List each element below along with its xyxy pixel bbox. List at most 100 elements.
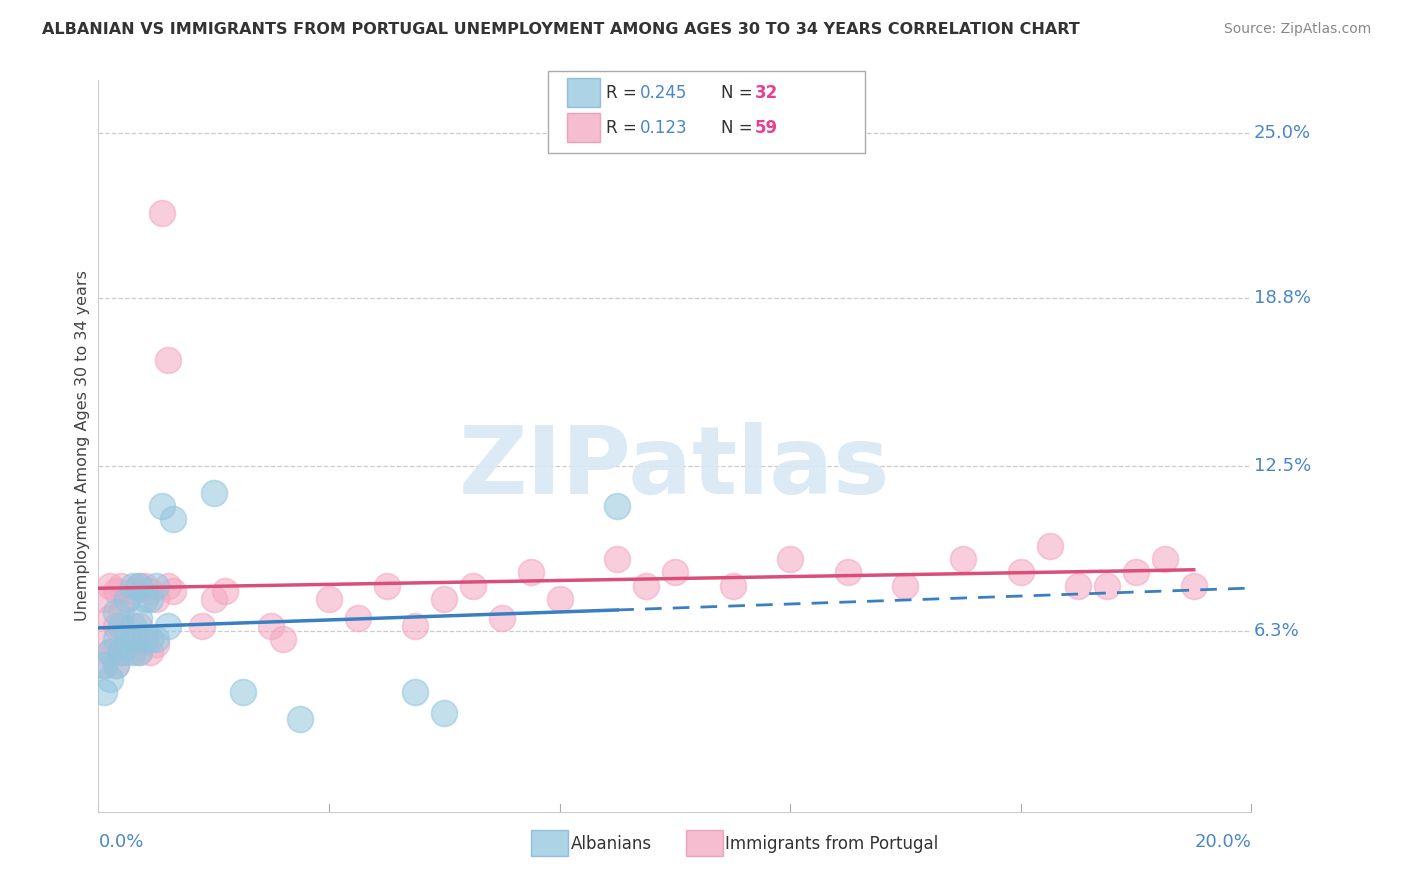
- Point: [122, 584, 145, 599]
- Text: Albanians: Albanians: [571, 835, 652, 853]
- Point: [128, 645, 150, 659]
- Point: [122, 579, 145, 593]
- Point: [174, 46, 197, 61]
- Point: [1067, 579, 1090, 593]
- Point: [128, 579, 150, 593]
- Text: ALBANIAN VS IMMIGRANTS FROM PORTUGAL UNEMPLOYMENT AMONG AGES 30 TO 34 YEARS CORR: ALBANIAN VS IMMIGRANTS FROM PORTUGAL UNE…: [42, 22, 1080, 37]
- Point: [93, 658, 115, 673]
- Point: [104, 658, 127, 673]
- Point: [93, 658, 115, 673]
- Point: [1097, 579, 1119, 593]
- Text: 32: 32: [755, 84, 779, 102]
- Point: [139, 632, 162, 646]
- Point: [405, 685, 427, 699]
- Point: [1010, 566, 1032, 580]
- Text: 0.0%: 0.0%: [98, 833, 143, 851]
- Point: [156, 352, 179, 367]
- Point: [98, 645, 121, 659]
- Point: [139, 645, 162, 659]
- Point: [548, 591, 571, 606]
- Point: [98, 610, 121, 624]
- Point: [260, 618, 283, 632]
- Point: [128, 579, 150, 593]
- Point: [145, 632, 167, 646]
- Point: [104, 605, 127, 619]
- Point: [202, 591, 225, 606]
- Point: [721, 579, 744, 593]
- Point: [290, 712, 312, 726]
- Point: [139, 591, 162, 606]
- Point: [145, 637, 167, 651]
- Text: 12.5%: 12.5%: [1254, 457, 1310, 475]
- Text: 59: 59: [755, 119, 778, 136]
- Point: [104, 658, 127, 673]
- Point: [894, 579, 917, 593]
- Point: [145, 579, 167, 593]
- Point: [433, 706, 456, 721]
- Point: [98, 672, 121, 686]
- Point: [1125, 566, 1147, 580]
- Text: R =: R =: [606, 84, 643, 102]
- Point: [134, 632, 156, 646]
- Point: [162, 584, 184, 599]
- Point: [134, 632, 156, 646]
- Point: [145, 591, 167, 606]
- Point: [128, 618, 150, 632]
- Point: [779, 552, 801, 566]
- Point: [375, 579, 398, 593]
- Point: [134, 591, 156, 606]
- Point: [110, 645, 132, 659]
- Point: [231, 685, 254, 699]
- Point: [162, 512, 184, 526]
- Point: [461, 579, 484, 593]
- Point: [128, 610, 150, 624]
- Point: [122, 645, 145, 659]
- Point: [491, 610, 513, 624]
- Point: [837, 566, 859, 580]
- Text: Source: ZipAtlas.com: Source: ZipAtlas.com: [1223, 22, 1371, 37]
- Point: [134, 579, 156, 593]
- Text: N =: N =: [721, 84, 758, 102]
- Point: [318, 591, 340, 606]
- Point: [104, 632, 127, 646]
- Point: [271, 632, 294, 646]
- Point: [405, 618, 427, 632]
- Text: 20.0%: 20.0%: [1195, 833, 1251, 851]
- Point: [346, 610, 368, 624]
- Point: [520, 566, 543, 580]
- Point: [93, 685, 115, 699]
- Text: Immigrants from Portugal: Immigrants from Portugal: [725, 835, 939, 853]
- Point: [93, 591, 115, 606]
- Point: [1182, 579, 1205, 593]
- Point: [156, 618, 179, 632]
- Point: [104, 618, 127, 632]
- Point: [156, 579, 179, 593]
- Point: [117, 591, 139, 606]
- Text: 0.245: 0.245: [640, 84, 688, 102]
- Point: [98, 645, 121, 659]
- Point: [110, 579, 132, 593]
- Point: [93, 632, 115, 646]
- Point: [110, 645, 132, 659]
- Text: 0.123: 0.123: [640, 119, 688, 136]
- Point: [104, 584, 127, 599]
- Point: [117, 591, 139, 606]
- Point: [952, 552, 974, 566]
- Text: ZIPatlas: ZIPatlas: [460, 422, 890, 514]
- Point: [122, 618, 145, 632]
- Point: [214, 584, 236, 599]
- Text: N =: N =: [721, 119, 758, 136]
- Point: [117, 645, 139, 659]
- Text: 25.0%: 25.0%: [1254, 125, 1310, 143]
- Text: 6.3%: 6.3%: [1254, 622, 1299, 640]
- Point: [139, 584, 162, 599]
- Text: 18.8%: 18.8%: [1254, 289, 1310, 308]
- Text: R =: R =: [606, 119, 643, 136]
- Point: [606, 499, 628, 513]
- Point: [110, 605, 132, 619]
- Point: [191, 618, 214, 632]
- Point: [128, 645, 150, 659]
- Point: [150, 499, 173, 513]
- Point: [117, 632, 139, 646]
- Point: [202, 485, 225, 500]
